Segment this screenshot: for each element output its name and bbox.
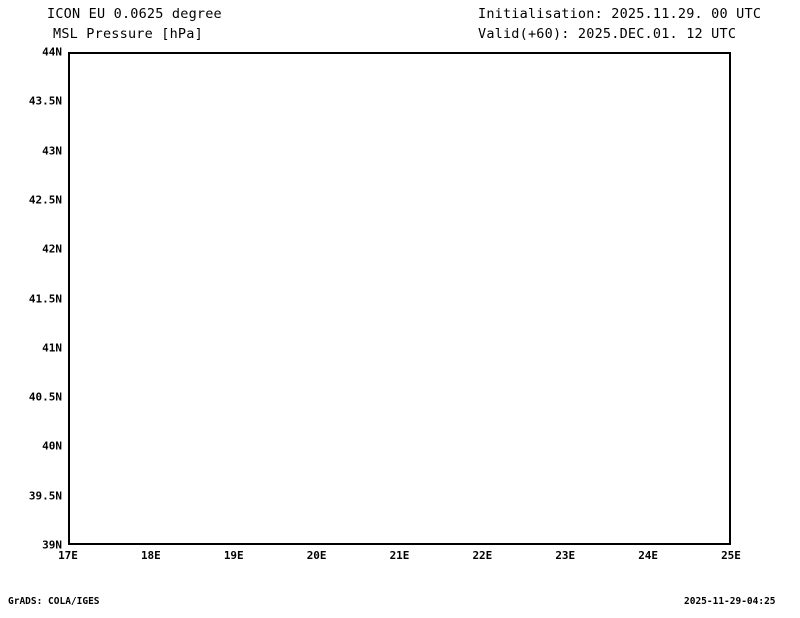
y-axis-tick-label: 43N [42,144,62,158]
y-axis-tick-label: 42N [42,242,62,256]
x-axis-tick-label: 20E [306,549,327,562]
y-axis-tick-label: 43.5N [28,94,62,108]
grads-credit: GrADS: COLA/IGES [8,596,100,607]
field-title: MSL Pressure [hPa] [53,26,203,42]
y-axis-tick-label: 40N [42,439,62,453]
valid-time-label: Valid(+60): 2025.DEC.01. 12 UTC [478,26,737,42]
x-axis-tick-label: 19E [223,549,244,562]
map-plot-area: 1022102310211022102110211022102210221022… [68,52,731,545]
y-axis-tick-label: 41N [42,341,62,355]
x-axis-tick-label: 24E [638,549,659,562]
model-title: ICON EU 0.0625 degree [47,6,222,22]
x-axis-tick-label: 18E [140,549,161,562]
y-axis-tick-label: 40.5N [28,390,62,404]
y-axis-tick-label: 41.5N [28,292,62,305]
x-axis-tick-label: 25E [721,549,741,562]
render-timestamp: 2025-11-29-04:25 [684,596,776,607]
initialisation-label: Initialisation: 2025.11.29. 00 UTC [478,6,762,22]
x-axis-tick-label: 21E [389,549,410,562]
y-axis-tick-label: 44N [42,45,62,59]
y-axis-tick-label: 42.5N [28,193,62,207]
y-axis-tick-label: 39.5N [28,489,62,503]
map-frame-border [68,52,731,545]
x-axis-tick-label: 23E [555,549,576,562]
x-axis-tick-label: 17E [58,549,78,562]
y-axis-tick-label: 39N [42,538,62,552]
x-axis-tick-label: 22E [472,549,493,562]
